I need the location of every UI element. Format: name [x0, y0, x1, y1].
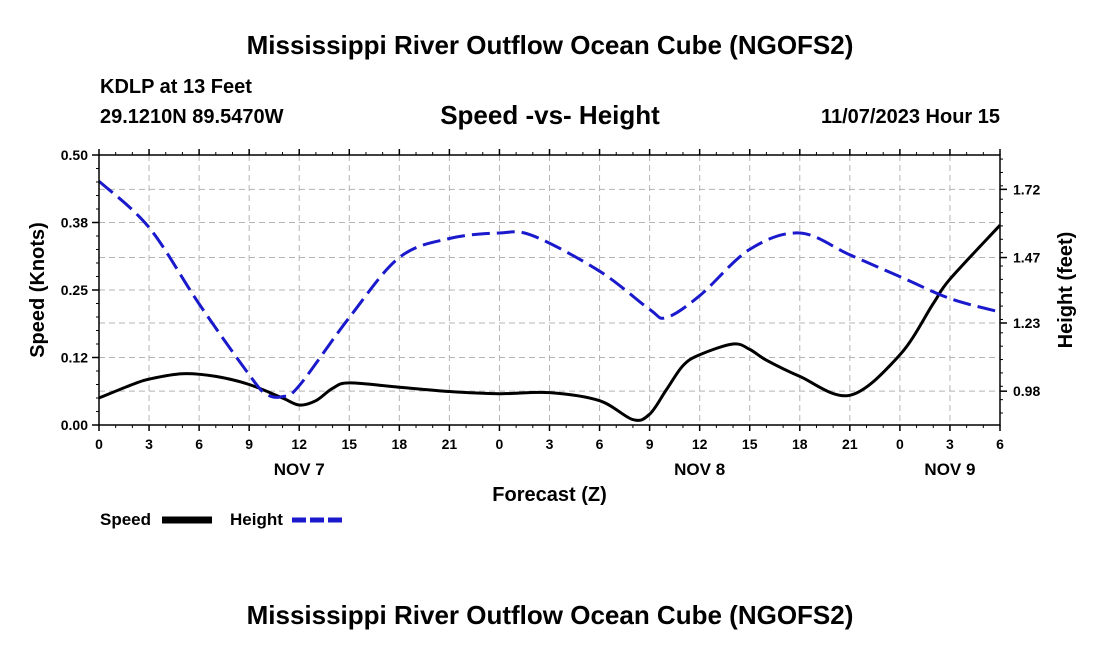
legend-height-label: Height — [230, 510, 283, 529]
chart-title: Speed -vs- Height — [440, 100, 660, 130]
x-tick-label: 0 — [95, 436, 103, 452]
x-tick-label: 18 — [392, 436, 408, 452]
x-tick-label: 6 — [195, 436, 203, 452]
station-label: KDLP at 13 Feet — [100, 76, 252, 98]
x-tick-label: 21 — [842, 436, 858, 452]
x-date-label: NOV 8 — [674, 460, 725, 479]
y-right-tick-label: 1.23 — [1013, 315, 1040, 331]
x-date-label: NOV 7 — [274, 460, 325, 479]
x-tick-label: 0 — [496, 436, 504, 452]
x-tick-label: 21 — [442, 436, 458, 452]
x-tick-label: 15 — [341, 436, 357, 452]
datetime-label: 11/07/2023 Hour 15 — [820, 106, 1000, 128]
series-line-speed — [98, 224, 1002, 422]
x-tick-label: 9 — [245, 436, 253, 452]
y-left-tick-label: 0.25 — [61, 282, 88, 298]
coordinates-label: 29.1210N 89.5470W — [100, 106, 284, 128]
x-tick-label: 12 — [692, 436, 708, 452]
y-right-tick-label: 1.72 — [1013, 181, 1040, 197]
legend: Speed Height — [100, 510, 342, 529]
y-axis-left-title: Speed (Knots) — [27, 222, 49, 358]
legend-speed-label: Speed — [100, 510, 151, 529]
y-left-tick-label: 0.50 — [61, 147, 88, 163]
speed-height-chart: 0 3 6 9 12 15 18 21 0 3 6 9 12 15 18 21 0 3 6 NOV 7 NOV 8 NOV… — [27, 147, 1077, 529]
x-axis-title: Forecast (Z) — [492, 484, 606, 506]
x-tick-label: 15 — [742, 436, 758, 452]
y-left-tick-label: 0.38 — [61, 215, 88, 231]
x-tick-label: 0 — [896, 436, 904, 452]
x-date-label: NOV 9 — [924, 460, 975, 479]
series-line-height — [97, 180, 1001, 399]
x-tick-label: 12 — [291, 436, 307, 452]
y-right-tick-label: 1.47 — [1013, 250, 1040, 266]
y-right-tick-label: 0.98 — [1013, 383, 1040, 399]
x-tick-label: 9 — [646, 436, 654, 452]
x-tick-label: 3 — [946, 436, 954, 452]
x-tick-label: 6 — [596, 436, 604, 452]
x-tick-label: 3 — [145, 436, 153, 452]
y-left-tick-label: 0.12 — [61, 350, 88, 366]
page-title: Mississippi River Outflow Ocean Cube (NG… — [246, 30, 854, 60]
x-tick-label: 6 — [996, 436, 1004, 452]
y-axis-right-title: Height (feet) — [1055, 232, 1077, 349]
footer-title: Mississippi River Outflow Ocean Cube (NG… — [246, 600, 854, 630]
x-tick-label: 18 — [792, 436, 808, 452]
y-left-tick-label: 0.00 — [61, 417, 88, 433]
x-tick-label: 3 — [546, 436, 554, 452]
